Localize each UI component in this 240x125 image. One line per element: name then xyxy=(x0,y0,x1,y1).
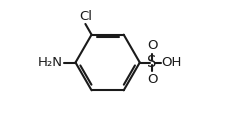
Text: H₂N: H₂N xyxy=(38,56,63,69)
Text: Cl: Cl xyxy=(79,10,92,23)
Text: OH: OH xyxy=(161,56,181,69)
Text: O: O xyxy=(147,39,157,52)
Text: S: S xyxy=(147,55,157,70)
Text: O: O xyxy=(147,73,157,86)
